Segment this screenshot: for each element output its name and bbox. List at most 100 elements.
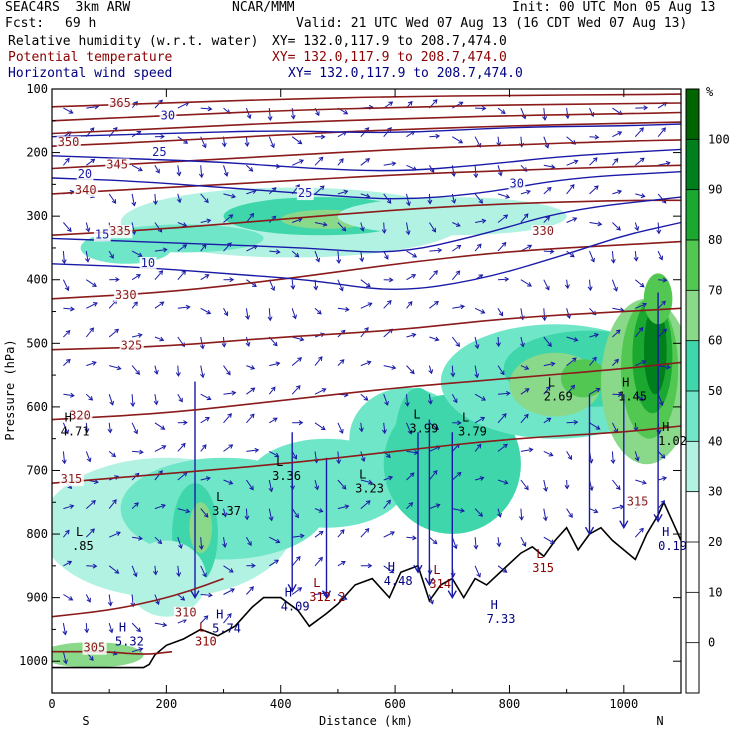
wind-vector-456: [634, 527, 644, 538]
wind-vector-120: [198, 165, 204, 179]
speed-contour-25: [51, 148, 682, 172]
wind-vector-102: [176, 193, 182, 204]
wind-vector-156: [245, 107, 252, 120]
colorbar-label-90: 90: [708, 183, 722, 197]
theta-label-3: 340: [75, 183, 97, 197]
wind-vector-185: [269, 417, 278, 424]
wind-vector-328: [451, 537, 458, 550]
center-title: NCAR/MMM: [232, 0, 295, 15]
theta-label-8-bg: [59, 473, 84, 487]
wind-vector-75: [132, 535, 143, 541]
extremum-H-0: H: [65, 411, 72, 425]
wind-vector-431: [610, 251, 616, 264]
wind-vector-79: [131, 647, 144, 653]
extremum-L-1: L: [76, 525, 83, 539]
wind-vector-289: [404, 394, 410, 407]
wind-vector-264: [383, 161, 397, 167]
theta-label-1: 350: [58, 135, 80, 149]
theta-label-8: 315: [61, 472, 83, 486]
wind-vector-214: [314, 250, 321, 263]
downdraft-vector-2: [321, 457, 332, 600]
wind-vector-31: [84, 422, 90, 434]
theta-contour-320: [51, 361, 682, 421]
rh-blob-23: [52, 642, 144, 668]
wind-vector-313: [452, 101, 464, 109]
plot-frame: [51, 88, 682, 694]
wind-vector-71: [131, 422, 138, 435]
theta-label-7: 320: [69, 409, 91, 423]
wind-vector-26: [86, 279, 97, 287]
extremum-H-11: H: [216, 608, 223, 622]
field-xy-wind: XY= 132.0,117.9 to 208.7,474.0: [288, 66, 523, 81]
wind-vector-149: [223, 444, 234, 452]
speed-contour-10: [51, 221, 682, 290]
model-title: SEAC4RS 3km ARW: [5, 0, 131, 15]
wind-vector-89: [153, 365, 159, 375]
wind-vector-459: [657, 160, 671, 166]
wind-vector-17: [63, 594, 74, 601]
wind-vector-430: [612, 222, 621, 231]
extremum-value-16: 312.2: [309, 590, 345, 604]
wind-vector-121: [200, 193, 209, 204]
wind-vector-361: [497, 508, 502, 518]
wind-vector-74: [131, 502, 139, 509]
y-tick-label-600: 600: [26, 400, 48, 414]
theta-contour-355: [51, 111, 682, 135]
field-name-rh: Relative humidity (w.r.t. water): [8, 34, 259, 49]
extremum-L-7: L: [548, 376, 555, 390]
wind-vector-400: [566, 217, 578, 223]
theta-label-2: 345: [106, 158, 128, 172]
speed-label-4: 10: [141, 256, 155, 270]
wind-vector-7: [63, 306, 75, 312]
colorbar-label-100: 100: [708, 132, 730, 146]
wind-vector-124: [200, 274, 210, 281]
speed-contour-30: [51, 123, 682, 138]
wind-vector-429: [612, 189, 623, 195]
field-name-wind: Horizontal wind speed: [8, 66, 173, 81]
wind-vector-241: [337, 504, 350, 510]
wind-vector-76: [131, 565, 138, 578]
wind-vector-299: [428, 222, 437, 233]
wind-vector-188: [268, 508, 274, 522]
wind-vector-345: [473, 537, 479, 550]
speed-label-4-bg: [139, 257, 157, 270]
wind-vector-136: [200, 615, 209, 624]
colorbar-swatch-5: [686, 340, 699, 392]
wind-vector-334: [475, 218, 487, 224]
wind-vector-292: [406, 472, 415, 481]
wind-vector-153: [223, 565, 234, 573]
wind-vector-359: [497, 443, 508, 452]
wind-vector-158: [246, 164, 254, 172]
wind-vector-374: [520, 388, 530, 395]
wind-vector-249: [359, 222, 365, 232]
wind-vector-372: [520, 336, 525, 348]
colorbar-swatch-6: [686, 391, 699, 442]
x-tick-label-800: 800: [499, 697, 521, 711]
wind-vector-203: [291, 451, 297, 460]
wind-vector-134: [200, 565, 207, 578]
wind-vector-16: [63, 560, 73, 567]
wind-vector-10: [63, 392, 75, 398]
y-tick-label-500: 500: [26, 336, 48, 350]
wind-vector-212: [314, 185, 325, 195]
extremum-L-16: L: [313, 576, 320, 590]
wind-vector-357: [497, 390, 511, 396]
wind-vector-286: [406, 301, 413, 309]
wind-vector-19: [62, 651, 68, 665]
speed-label-0-bg: [159, 109, 177, 123]
wind-vector-199: [292, 336, 305, 342]
wind-vector-303: [429, 336, 440, 342]
wind-vector-378: [518, 508, 524, 521]
speed-label-1-bg: [151, 145, 168, 159]
wind-vector-86: [154, 270, 164, 281]
wind-vector-391: [543, 417, 552, 424]
wind-vector-189: [269, 536, 281, 544]
speed-label-1: 25: [152, 145, 166, 159]
axes: 100 200 300 400 500 600 700 800 900 1000 0 200 400 60…: [19, 82, 681, 711]
theta-label-10: 305: [84, 641, 106, 655]
terrain-fill: [52, 502, 681, 694]
forecast-value: 69 h: [65, 16, 97, 31]
wind-vector-271: [383, 364, 397, 370]
wind-vector-323: [451, 393, 458, 404]
